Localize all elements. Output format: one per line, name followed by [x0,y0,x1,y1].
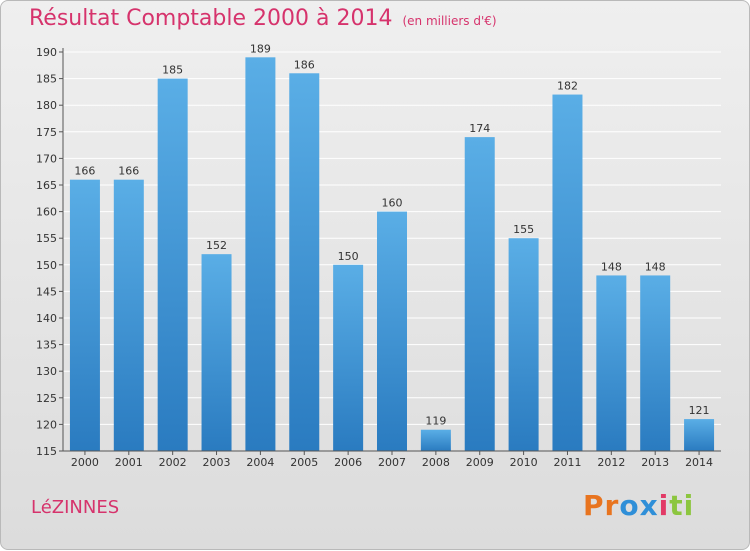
chart-title: Résultat Comptable 2000 à 2014 (en millie… [29,6,497,31]
bar-value-label: 155 [513,223,534,236]
bar-2012 [596,275,627,451]
bar-value-label: 148 [645,260,666,273]
y-tick-label: 120 [36,418,57,431]
x-tick-label: 2011 [553,456,581,469]
x-tick-label: 2003 [203,456,231,469]
proxiti-logo: Proxiti [583,489,694,522]
y-tick-label: 135 [36,339,57,352]
bar-2008 [420,429,451,451]
y-tick-label: 190 [36,46,57,59]
bar-2000 [69,179,100,451]
bar-2005 [289,73,320,451]
bar-value-label: 119 [425,415,446,428]
chart-title-unit: (en milliers d'€) [402,14,497,28]
y-tick-label: 145 [36,285,57,298]
x-tick-label: 2008 [422,456,450,469]
bar-value-label: 160 [382,197,403,210]
y-tick-label: 180 [36,99,57,112]
y-tick-label: 165 [36,179,57,192]
bar-2004 [245,57,276,451]
y-tick-label: 150 [36,259,57,272]
y-tick-label: 130 [36,365,57,378]
commune-name: LéZINNES [31,497,120,518]
bar-2013 [640,275,671,451]
logo-letter: r [604,489,620,522]
logo-letter: P [583,489,605,522]
y-tick-label: 170 [36,152,57,165]
bar-value-label: 166 [118,165,139,178]
bar-value-label: 152 [206,239,227,252]
x-tick-label: 2000 [71,456,99,469]
y-tick-label: 140 [36,312,57,325]
logo-letter: i [658,489,670,522]
x-tick-label: 2013 [641,456,669,469]
x-tick-label: 2009 [466,456,494,469]
bar-value-label: 121 [689,404,710,417]
x-tick-label: 2010 [510,456,538,469]
logo-letter: o [619,489,640,522]
bar-2009 [464,137,495,451]
x-tick-label: 2007 [378,456,406,469]
y-tick-label: 115 [36,445,57,458]
bar-2011 [552,94,583,451]
x-tick-label: 2012 [597,456,625,469]
bar-value-label: 189 [250,42,271,55]
bar-value-label: 185 [162,64,183,77]
y-tick-label: 125 [36,392,57,405]
y-tick-label: 185 [36,73,57,86]
bar-2010 [508,238,539,451]
y-tick-label: 155 [36,232,57,245]
logo-letter: t [669,489,684,522]
bar-value-label: 166 [74,165,95,178]
bar-2003 [201,254,232,451]
logo-letter: x [639,489,659,522]
y-tick-label: 175 [36,126,57,139]
x-tick-label: 2005 [290,456,318,469]
x-tick-label: 2002 [159,456,187,469]
bar-2014 [684,419,715,451]
bar-value-label: 182 [557,80,578,93]
chart-title-text: Résultat Comptable 2000 à 2014 [29,6,393,31]
bar-value-label: 186 [294,58,315,71]
x-tick-label: 2006 [334,456,362,469]
x-tick-label: 2014 [685,456,713,469]
bar-2002 [157,78,188,451]
bar-value-label: 150 [338,250,359,263]
bar-value-label: 174 [469,122,490,135]
logo-letter: i [683,489,695,522]
x-tick-label: 2004 [246,456,274,469]
bar-value-label: 148 [601,260,622,273]
bar-2001 [113,179,144,451]
y-tick-label: 160 [36,206,57,219]
bar-2006 [333,264,364,451]
x-tick-label: 2001 [115,456,143,469]
bar-2007 [377,211,407,451]
